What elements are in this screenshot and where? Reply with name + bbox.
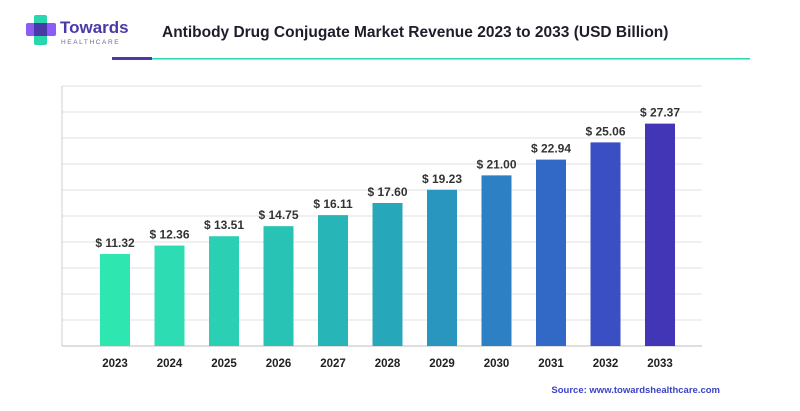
x-tick-2029: 2029	[429, 358, 455, 370]
x-tick-labels: 2023 2024 2025 2026 2027 2028 2029 2030 2031 2032…	[102, 358, 673, 370]
value-label-2026: $ 14.75	[258, 208, 298, 222]
logo-cross-icon	[26, 15, 56, 45]
header-underline	[112, 57, 750, 60]
value-label-2030: $ 21.00	[476, 157, 516, 171]
brand-logo: Towards HEALTHCARE	[26, 15, 129, 46]
chart-title: Antibody Drug Conjugate Market Revenue 2…	[162, 24, 668, 41]
value-label-2023: $ 11.32	[95, 236, 135, 250]
bar-series	[100, 123, 675, 347]
value-label-2028: $ 17.60	[367, 185, 407, 199]
logo-wordmark: Towards	[60, 18, 129, 37]
x-tick-2026: 2026	[266, 358, 292, 370]
x-tick-2023: 2023	[102, 358, 128, 370]
x-tick-2032: 2032	[593, 358, 619, 370]
value-label-2031: $ 22.94	[531, 142, 571, 156]
bar-2029	[427, 189, 457, 346]
bar-2023	[100, 254, 130, 346]
underline-rule	[152, 58, 750, 60]
bar-2027	[318, 215, 348, 346]
value-labels: $ 11.32 $ 12.36 $ 13.51 $ 14.75 $ 16.11 $ 17.…	[95, 106, 680, 250]
source-note: Source: www.towardshealthcare.com	[551, 385, 720, 396]
x-tick-2025: 2025	[211, 358, 237, 370]
bar-2030	[481, 175, 512, 346]
value-label-2032: $ 25.06	[585, 124, 625, 138]
underline-accent	[112, 57, 152, 60]
x-tick-2033: 2033	[647, 358, 673, 370]
bar-2028	[372, 203, 403, 346]
value-label-2033: $ 27.37	[640, 106, 680, 120]
logo-tagline: HEALTHCARE	[61, 39, 120, 46]
bar-2032	[590, 142, 621, 346]
bar-2031	[536, 159, 566, 346]
value-label-2024: $ 12.36	[149, 228, 189, 242]
bar-2025	[209, 236, 239, 346]
value-label-2025: $ 13.51	[204, 218, 244, 232]
value-label-2027: $ 16.11	[313, 197, 353, 211]
x-tick-2031: 2031	[538, 358, 564, 370]
bar-2026	[263, 226, 294, 346]
x-tick-2024: 2024	[157, 358, 183, 370]
x-tick-2030: 2030	[484, 358, 510, 370]
bar-2033	[645, 123, 675, 347]
x-tick-2027: 2027	[320, 358, 346, 370]
value-label-2029: $ 19.23	[422, 172, 462, 186]
x-tick-2028: 2028	[375, 358, 401, 370]
bar-2024	[154, 245, 185, 346]
